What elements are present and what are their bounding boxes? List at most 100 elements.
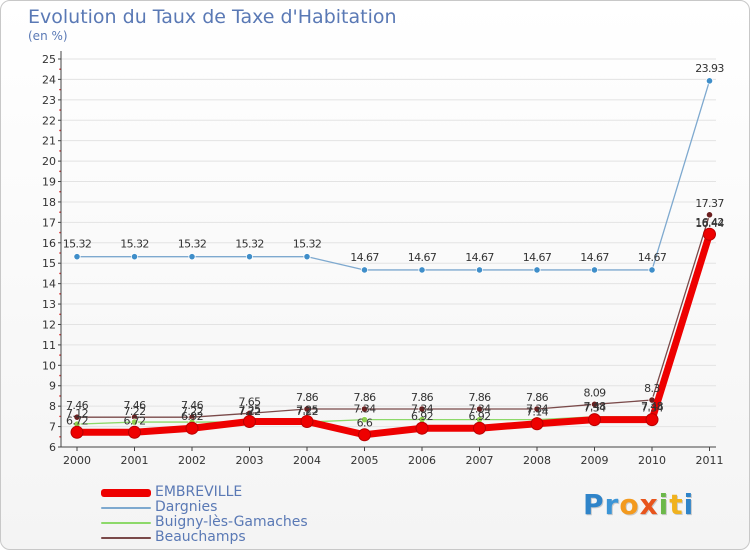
- y-minor-tick: [59, 211, 61, 213]
- data-label-embreville: 16.42: [695, 216, 724, 229]
- legend-item-buigny[interactable]: Buigny-lès-Gamaches: [101, 515, 308, 530]
- y-tick-label: 22: [42, 114, 56, 127]
- data-label-dargnies: 15.32: [178, 238, 207, 251]
- data-point-beauchamps: [705, 211, 714, 219]
- y-tick-label: 7: [49, 421, 56, 434]
- data-label-embreville: 7.14: [526, 406, 549, 419]
- data-label-dargnies: 14.67: [465, 251, 494, 264]
- series-line-buigny-l-s-gamaches: [76, 233, 711, 425]
- data-point-dargnies: [73, 253, 81, 261]
- data-point-embreville: [415, 421, 429, 435]
- data-label-beauchamps: 7.65: [238, 395, 261, 408]
- data-label-beauchamps: 8.09: [583, 386, 606, 399]
- data-point-dargnies: [475, 266, 484, 274]
- legend-item-beauchamps[interactable]: Beauchamps: [101, 530, 308, 545]
- y-tick-label: 12: [42, 318, 56, 331]
- y-tick-label: 9: [49, 380, 56, 393]
- data-label-buigny-l-s-gamaches: 7.22: [296, 405, 318, 418]
- y-minor-tick: [59, 435, 61, 438]
- data-label-dargnies: 14.67: [638, 251, 667, 264]
- legend-swatch-buigny: [101, 521, 151, 524]
- data-point-embreville: [588, 413, 601, 427]
- logo-letter: r: [604, 488, 620, 521]
- y-tick-label: 10: [42, 359, 56, 372]
- data-label-beauchamps: 7.86: [296, 391, 319, 404]
- data-label-embreville: 7.34: [641, 402, 664, 415]
- y-minor-tick: [59, 88, 61, 91]
- data-point-embreville: [300, 414, 314, 428]
- x-tick-label: 2006: [408, 454, 436, 467]
- legend-label-buigny: Buigny-lès-Gamaches: [155, 514, 308, 530]
- data-point-beauchamps: [533, 405, 541, 413]
- data-label-embreville: 6.92: [181, 410, 203, 423]
- y-tick-label: 11: [42, 339, 56, 352]
- y-tick-label: 25: [42, 53, 56, 66]
- logo-letter: P: [583, 488, 605, 521]
- x-tick-label: 2004: [293, 454, 321, 467]
- y-tick-label: 13: [42, 298, 56, 311]
- y-tick-label: 21: [42, 135, 56, 148]
- legend-label-embreville: EMBREVILLE: [155, 484, 243, 500]
- data-point-embreville: [473, 421, 486, 435]
- data-label-dargnies: 15.32: [235, 238, 264, 251]
- data-label-dargnies: 14.67: [523, 251, 552, 264]
- data-label-buigny-l-s-gamaches: 7.34: [353, 403, 376, 416]
- data-label-buigny-l-s-gamaches: 7.22: [238, 405, 260, 418]
- data-label-dargnies: 14.67: [350, 251, 379, 264]
- data-point-embreville: [703, 227, 716, 241]
- data-point-beauchamps: [73, 413, 81, 421]
- data-label-beauchamps: 7.46: [66, 399, 89, 412]
- data-label-dargnies: 14.67: [408, 251, 437, 264]
- logo-letter: i: [683, 488, 695, 521]
- x-tick-label: 2009: [581, 454, 609, 467]
- chart-title: Evolution du Taux de Taxe d'Habitation: [28, 6, 397, 28]
- data-point-beauchamps: [418, 405, 426, 413]
- y-minor-tick: [59, 333, 61, 336]
- data-point-dargnies: [648, 266, 656, 274]
- data-label-dargnies: 15.32: [63, 238, 92, 251]
- data-point-embreville: [243, 414, 256, 428]
- data-point-dargnies: [188, 253, 196, 261]
- data-label-embreville: 6.92: [468, 410, 490, 423]
- data-label-buigny-l-s-gamaches: 7.34: [411, 403, 434, 416]
- proxiti-logo: Proxiti: [583, 488, 694, 521]
- y-tick-label: 8: [49, 400, 56, 413]
- legend-swatch-embreville: [101, 488, 151, 497]
- data-point-dargnies: [533, 266, 541, 274]
- data-label-buigny-l-s-gamaches: 7.34: [526, 403, 549, 416]
- legend-item-dargnies[interactable]: Dargnies: [101, 500, 308, 515]
- legend-label-beauchamps: Beauchamps: [155, 529, 246, 545]
- data-label-beauchamps: 7.86: [526, 391, 549, 404]
- data-label-beauchamps: 7.86: [468, 391, 491, 404]
- chart-legend: EMBREVILLE Dargnies Buigny-lès-Gamaches …: [101, 485, 308, 545]
- y-tick-label: 16: [42, 237, 56, 250]
- data-label-embreville: 7.34: [583, 402, 606, 415]
- legend-swatch-beauchamps: [101, 536, 151, 539]
- data-point-beauchamps: [360, 405, 369, 413]
- legend-item-embreville[interactable]: EMBREVILLE: [101, 485, 308, 500]
- logo-letter: o: [619, 488, 640, 521]
- y-tick-label: 24: [42, 73, 56, 86]
- data-point-beauchamps: [303, 405, 311, 413]
- x-tick-label: 2000: [63, 454, 91, 467]
- y-tick-label: 6: [49, 441, 56, 454]
- y-tick-label: 14: [42, 278, 56, 291]
- data-label-buigny-l-s-gamaches: 7.34: [468, 403, 491, 416]
- x-tick-label: 2011: [696, 454, 724, 467]
- data-label-embreville: 6.92: [411, 410, 433, 423]
- y-minor-tick: [59, 272, 61, 275]
- y-minor-tick: [59, 415, 61, 418]
- data-point-dargnies: [705, 77, 714, 85]
- data-point-embreville: [358, 428, 371, 442]
- legend-label-dargnies: Dargnies: [155, 499, 218, 515]
- x-tick-label: 2005: [351, 454, 379, 467]
- data-point-embreville: [530, 417, 544, 431]
- x-tick-label: 2001: [121, 454, 149, 467]
- data-label-buigny-l-s-gamaches: 7.48: [583, 400, 606, 413]
- y-tick-label: 15: [42, 257, 56, 270]
- series-line-dargnies: [76, 80, 711, 271]
- data-label-buigny-l-s-gamaches: 16.44: [695, 217, 724, 230]
- data-label-embreville: 6.72: [123, 414, 145, 427]
- logo-letter: i: [658, 488, 670, 521]
- y-minor-tick: [59, 374, 61, 377]
